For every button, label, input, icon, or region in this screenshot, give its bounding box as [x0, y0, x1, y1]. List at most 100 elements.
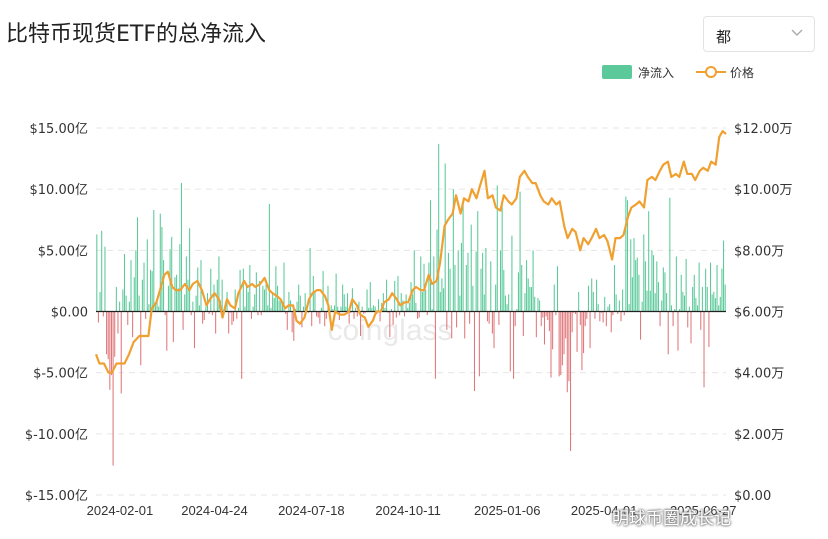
- flow-bar: [719, 296, 721, 312]
- flow-bar: [265, 279, 267, 312]
- flow-bar: [464, 311, 466, 339]
- flow-bar: [550, 311, 552, 378]
- flow-bar: [252, 306, 254, 312]
- flow-bar: [574, 311, 576, 314]
- flow-bar: [360, 311, 362, 336]
- flow-bar: [346, 293, 349, 312]
- flow-bar: [198, 305, 200, 312]
- flow-bar: [622, 289, 624, 312]
- legend-item-price[interactable]: 价格: [696, 62, 766, 82]
- flow-bar: [270, 307, 272, 312]
- flow-bar: [438, 143, 440, 312]
- flow-bar: [524, 293, 526, 312]
- flow-bar: [335, 273, 337, 312]
- flow-bar: [205, 306, 207, 312]
- flow-bar: [506, 304, 508, 312]
- price-line: [94, 130, 727, 374]
- flow-bar: [338, 311, 340, 321]
- flow-bar: [675, 256, 677, 312]
- flow-bar: [485, 247, 487, 312]
- flow-bar: [263, 289, 266, 312]
- flow-bar: [387, 311, 389, 313]
- flow-bar: [568, 311, 570, 382]
- flow-bar: [449, 268, 451, 312]
- flow-bar: [233, 311, 235, 322]
- flow-bar: [495, 284, 497, 312]
- flow-bar: [255, 272, 257, 312]
- flow-bar: [403, 311, 406, 317]
- flow-bar: [685, 258, 687, 312]
- flow-bar: [501, 201, 503, 312]
- flow-bar: [150, 269, 152, 312]
- flow-bar: [259, 280, 261, 312]
- flow-bar: [361, 306, 363, 312]
- flow-bar: [703, 311, 705, 388]
- flow-bar: [573, 311, 575, 313]
- flow-bar: [511, 235, 513, 312]
- flow-bar: [434, 311, 436, 379]
- flow-bar: [402, 300, 404, 312]
- flow-bar: [397, 276, 399, 312]
- flow-bar: [446, 311, 448, 330]
- flow-bar: [112, 311, 114, 466]
- flow-bar: [340, 306, 342, 312]
- flow-bar: [120, 311, 122, 394]
- flow-bar: [203, 311, 205, 321]
- flow-bar: [332, 309, 334, 312]
- flow-bar: [293, 311, 295, 341]
- flow-bar: [241, 311, 243, 379]
- legend-label-price: 价格: [730, 66, 755, 80]
- flow-bar: [644, 261, 646, 312]
- flow-bar: [268, 203, 270, 312]
- flow-bar: [420, 256, 422, 312]
- flow-bar: [211, 311, 213, 316]
- flow-bar: [693, 274, 695, 312]
- flow-bar: [281, 301, 283, 312]
- flow-bar: [148, 304, 150, 312]
- flow-bar: [456, 311, 458, 328]
- flow-bar: [636, 257, 638, 312]
- flow-bar: [653, 255, 655, 312]
- flow-bar: [548, 311, 550, 332]
- flow-bar: [163, 260, 165, 312]
- flow-bar: [215, 311, 217, 334]
- flow-bar: [640, 311, 642, 340]
- flow-bar: [701, 287, 703, 312]
- flow-bar: [246, 283, 248, 312]
- flow-bar: [236, 311, 238, 319]
- flow-bar: [303, 306, 305, 312]
- flow-bar: [672, 311, 674, 327]
- flow-bar: [285, 311, 287, 314]
- flow-bar: [119, 301, 121, 312]
- flow-bar: [613, 265, 616, 312]
- flow-bar: [174, 277, 176, 312]
- flow-bar: [159, 213, 161, 312]
- flow-bar: [597, 304, 599, 312]
- flow-bar: [547, 311, 549, 321]
- flow-bar: [470, 224, 472, 312]
- flow-bar: [185, 256, 187, 312]
- flow-bar: [363, 311, 365, 314]
- range-select[interactable]: 都: [703, 16, 815, 52]
- flow-bar: [386, 279, 388, 312]
- flow-bar: [286, 311, 288, 330]
- legend-item-inflow[interactable]: 净流入: [602, 62, 682, 82]
- flow-bar: [695, 298, 697, 312]
- flow-bar: [107, 311, 109, 360]
- flow-bar: [706, 287, 708, 312]
- flow-bar: [384, 307, 386, 312]
- flow-bar: [599, 311, 601, 322]
- flow-bar: [610, 311, 612, 333]
- flow-bar: [136, 217, 139, 312]
- flow-bar: [561, 311, 563, 366]
- flow-bar: [628, 304, 630, 312]
- flow-bar: [348, 311, 350, 324]
- flow-bar: [208, 311, 210, 314]
- flow-bar: [667, 311, 669, 355]
- flow-bar: [578, 291, 580, 312]
- flow-bar: [579, 311, 581, 325]
- flow-bar: [400, 293, 402, 312]
- flow-bar: [260, 311, 262, 316]
- flow-bar: [596, 279, 598, 312]
